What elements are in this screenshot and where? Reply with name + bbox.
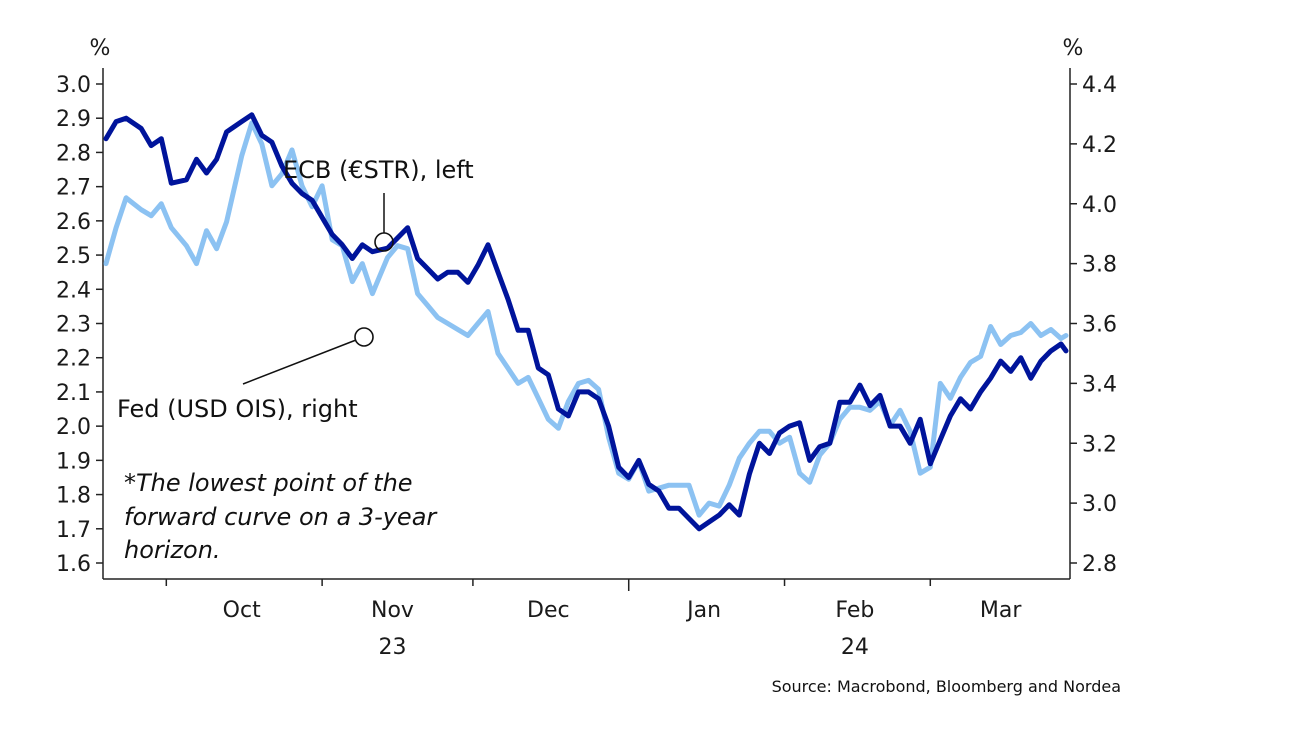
footnote-line-2: forward curve on a 3-year: [124, 503, 438, 531]
ecb-label: ECB (€STR), left: [283, 156, 474, 184]
right-tick-label: 3.2: [1082, 432, 1117, 457]
annotation-layer: % % ECB (€STR), left Fed (USD OIS), righ…: [90, 36, 1121, 696]
right-tick-label: 4.4: [1082, 73, 1117, 98]
source-note: Source: Macrobond, Bloomberg and Nordea: [772, 677, 1121, 696]
right-axis: 4.4 4.2 4.0 3.8 3.6 3.4 3.2 3.0 2.8: [1069, 68, 1117, 579]
left-tick-label: 2.2: [56, 347, 91, 372]
footnote-line-1: *The lowest point of the: [124, 469, 413, 497]
right-tick-label: 4.2: [1082, 133, 1117, 158]
left-tick-label: 2.4: [56, 278, 91, 303]
month-label: Mar: [980, 598, 1022, 623]
right-tick-label: 2.8: [1082, 552, 1117, 577]
month-label: Dec: [527, 598, 570, 623]
right-tick-label: 4.0: [1082, 193, 1117, 218]
right-tick-label: 3.8: [1082, 253, 1117, 278]
left-tick-label: 2.1: [56, 381, 91, 406]
left-tick-label: 2.0: [56, 415, 91, 440]
x-axis: Oct Nov Dec Jan Feb Mar 23 24: [103, 578, 1070, 660]
month-label: Jan: [685, 598, 721, 623]
right-tick-label: 3.6: [1082, 313, 1117, 338]
right-axis-unit: %: [1063, 36, 1084, 61]
left-tick-label: 1.6: [56, 552, 91, 577]
month-label: Oct: [223, 598, 261, 623]
left-tick-label: 2.8: [56, 141, 91, 166]
left-tick-label: 2.9: [56, 107, 91, 132]
left-tick-label: 1.9: [56, 449, 91, 474]
left-tick-label: 1.8: [56, 484, 91, 509]
year-label: 23: [378, 635, 406, 660]
left-tick-label: 2.5: [56, 244, 91, 269]
left-axis: 3.0 2.9 2.8 2.7 2.6 2.5 2.4 2.3 2.2 2.1 2.0 1.9 1.8 1…: [56, 68, 104, 579]
month-label: Feb: [835, 598, 874, 623]
fed-marker-circle: [354, 327, 374, 347]
footnote-line-3: horizon.: [124, 536, 221, 564]
left-tick-label: 2.6: [56, 210, 91, 235]
right-tick-label: 3.0: [1082, 492, 1117, 517]
left-tick-label: 2.3: [56, 313, 91, 338]
left-tick-label: 2.7: [56, 176, 91, 201]
fed-series-line: [103, 120, 1069, 518]
fed-label: Fed (USD OIS), right: [117, 395, 358, 423]
year-label: 24: [841, 635, 869, 660]
left-tick-label: 1.7: [56, 518, 91, 543]
left-tick-label: 3.0: [56, 73, 91, 98]
ecb-marker-circle: [374, 232, 394, 252]
series-layer: [103, 112, 1069, 532]
fed-leader-line: [242, 339, 357, 385]
month-label: Nov: [371, 598, 414, 623]
right-tick-label: 3.4: [1082, 372, 1117, 397]
ecb-series-line: [103, 112, 1069, 532]
left-axis-unit: %: [90, 36, 111, 61]
